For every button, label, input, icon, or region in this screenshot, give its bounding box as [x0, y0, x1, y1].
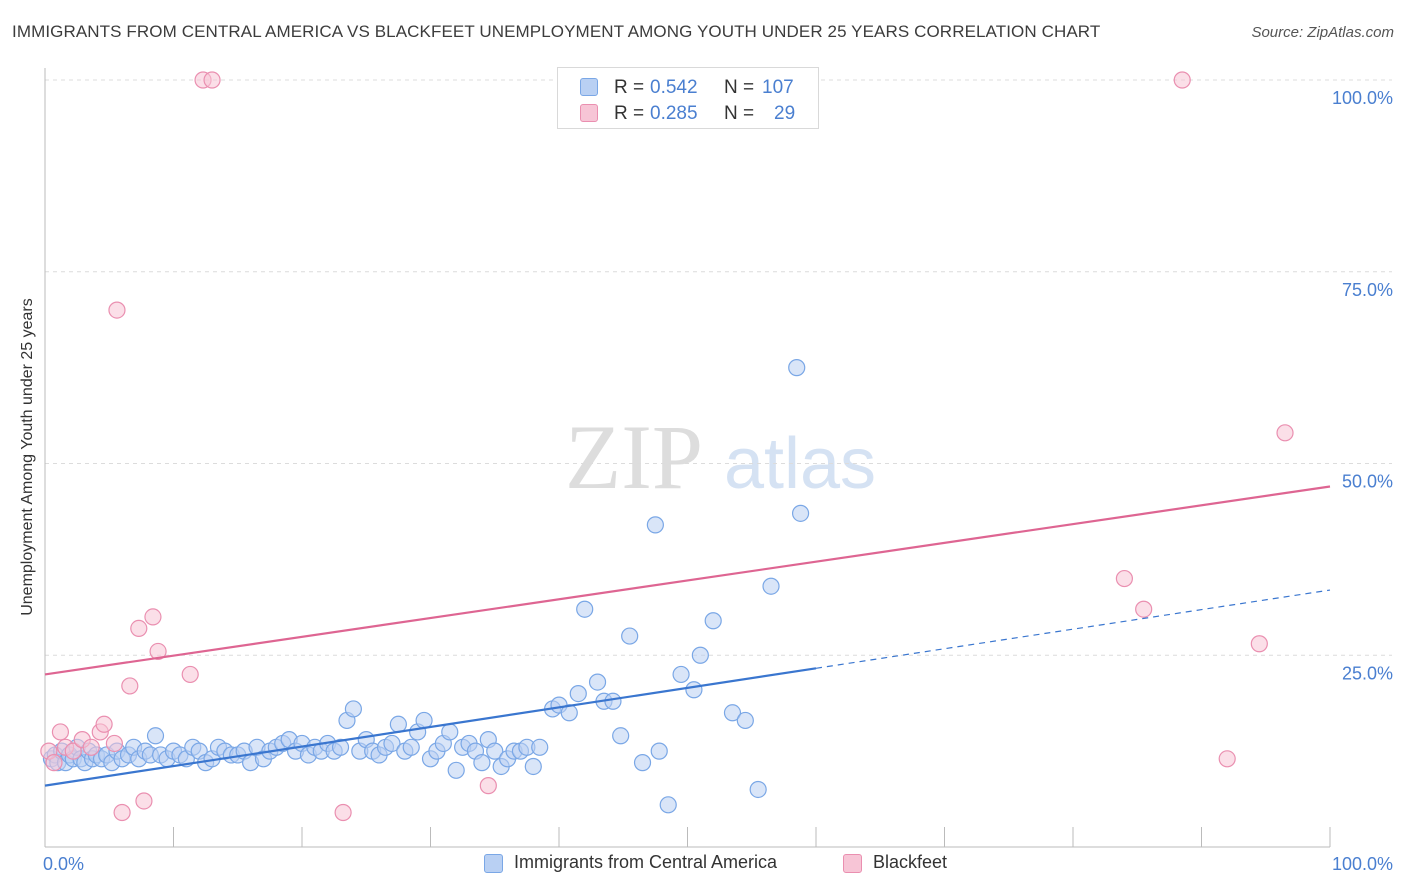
trendline-central-america-extension [815, 589, 1331, 669]
central-america-point-102 [723, 704, 742, 722]
legend-swatch-blackfeet [580, 104, 598, 122]
trendlines [44, 485, 1331, 787]
trendline-blackfeet [44, 485, 1331, 676]
central-america-point-88 [576, 600, 594, 618]
central-america-point-76 [486, 742, 504, 760]
central-america-point-63 [402, 738, 420, 756]
y-tick-label-0: 25.0% [1342, 663, 1393, 683]
central-america-point-91 [604, 692, 622, 710]
source-label: Source: ZipAtlas.com [1251, 24, 1394, 41]
series-central-america-points [42, 359, 810, 814]
central-america-point-98 [672, 665, 690, 684]
blackfeet-point-11 [113, 803, 131, 822]
y-tick-label-1: 50.0% [1342, 472, 1393, 492]
blackfeet-point-25 [1218, 750, 1236, 768]
central-america-point-54 [344, 700, 362, 718]
legend-swatch-central-america [580, 78, 598, 96]
axes [44, 68, 1331, 848]
legend-label-central-america: Immigrants from Central America [514, 852, 778, 872]
central-america-point-61 [389, 715, 407, 733]
blackfeet-point-15 [144, 608, 162, 626]
blackfeet-point-26 [1250, 635, 1268, 653]
y-tick-labels: 25.0% 50.0% 75.0% 100.0% [1332, 88, 1393, 683]
central-america-point-87 [569, 684, 587, 703]
r-label: R = [614, 77, 645, 98]
central-america-point-89 [588, 673, 607, 691]
legend-swatch-central-america [484, 854, 503, 873]
blackfeet-point-9 [105, 734, 123, 753]
chart-title: IMMIGRANTS FROM CENTRAL AMERICA VS BLACK… [12, 22, 1101, 41]
n-value: 29 [774, 103, 796, 124]
r-value: 0.542 [650, 77, 698, 98]
blackfeet-point-27 [1276, 424, 1294, 442]
blackfeet-point-12 [121, 677, 139, 695]
central-america-point-69 [441, 723, 459, 741]
central-america-point-94 [633, 754, 652, 772]
central-america-point-106 [788, 359, 806, 377]
blackfeet-point-22 [1115, 569, 1134, 588]
central-america-point-83 [531, 738, 549, 756]
legend-swatch-blackfeet [843, 854, 862, 873]
blackfeet-point-6 [82, 738, 100, 756]
central-america-point-23 [146, 727, 165, 745]
central-america-point-97 [659, 796, 677, 814]
central-america-point-99 [685, 681, 703, 699]
blackfeet-point-23 [1135, 600, 1153, 618]
series-blackfeet-points [40, 71, 1294, 822]
central-america-point-82 [524, 757, 542, 776]
central-america-point-92 [612, 727, 630, 745]
n-label: N = [724, 103, 755, 124]
blackfeet-point-13 [130, 619, 148, 638]
central-america-point-100 [691, 646, 709, 664]
trendline-central-america [44, 667, 817, 787]
stats-legend: R = 0.542 N = 107 R = 0.285 N = 29 [557, 67, 819, 129]
y-tick-label-2: 75.0% [1342, 280, 1393, 300]
y-axis-title: Unemployment Among Youth under 25 years [19, 298, 36, 616]
x-tick-label-0: 0.0% [43, 854, 84, 874]
central-america-point-107 [791, 504, 810, 522]
central-america-point-95 [646, 516, 664, 534]
n-value: 107 [762, 77, 794, 98]
watermark: ZIP atlas [565, 406, 876, 508]
series-legend: Immigrants from Central America Blackfee… [0, 851, 1406, 877]
watermark-zip: ZIP [565, 406, 703, 508]
x-tick-label-1: 100.0% [1332, 854, 1393, 874]
central-america-point-52 [331, 738, 350, 756]
blackfeet-point-14 [135, 792, 153, 810]
central-america-point-60 [383, 734, 401, 753]
blackfeet-point-20 [334, 803, 352, 822]
r-value: 0.285 [650, 103, 698, 124]
blackfeet-point-2 [51, 723, 70, 741]
blackfeet-point-1 [45, 754, 63, 772]
blackfeet-point-10 [108, 301, 126, 319]
blackfeet-point-4 [64, 742, 82, 760]
y-tick-label-3: 100.0% [1332, 88, 1393, 108]
central-america-point-96 [650, 742, 668, 760]
blackfeet-point-17 [181, 665, 199, 684]
blackfeet-point-16 [149, 642, 167, 661]
central-america-point-105 [762, 577, 780, 595]
central-america-point-101 [704, 612, 722, 630]
central-america-point-74 [473, 754, 491, 772]
grid-lines [45, 79, 1392, 656]
central-america-point-93 [621, 627, 639, 645]
central-america-point-70 [447, 761, 465, 779]
n-label: N = [724, 77, 755, 98]
blackfeet-point-21 [479, 777, 497, 795]
blackfeet-point-8 [95, 715, 113, 733]
central-america-point-103 [736, 711, 754, 730]
blackfeet-point-19 [203, 71, 221, 89]
x-tick-labels: 0.0% 100.0% [43, 854, 1393, 874]
r-label: R = [614, 103, 645, 124]
blackfeet-point-24 [1173, 71, 1191, 89]
central-america-point-104 [749, 780, 767, 799]
legend-label-blackfeet: Blackfeet [873, 852, 948, 872]
